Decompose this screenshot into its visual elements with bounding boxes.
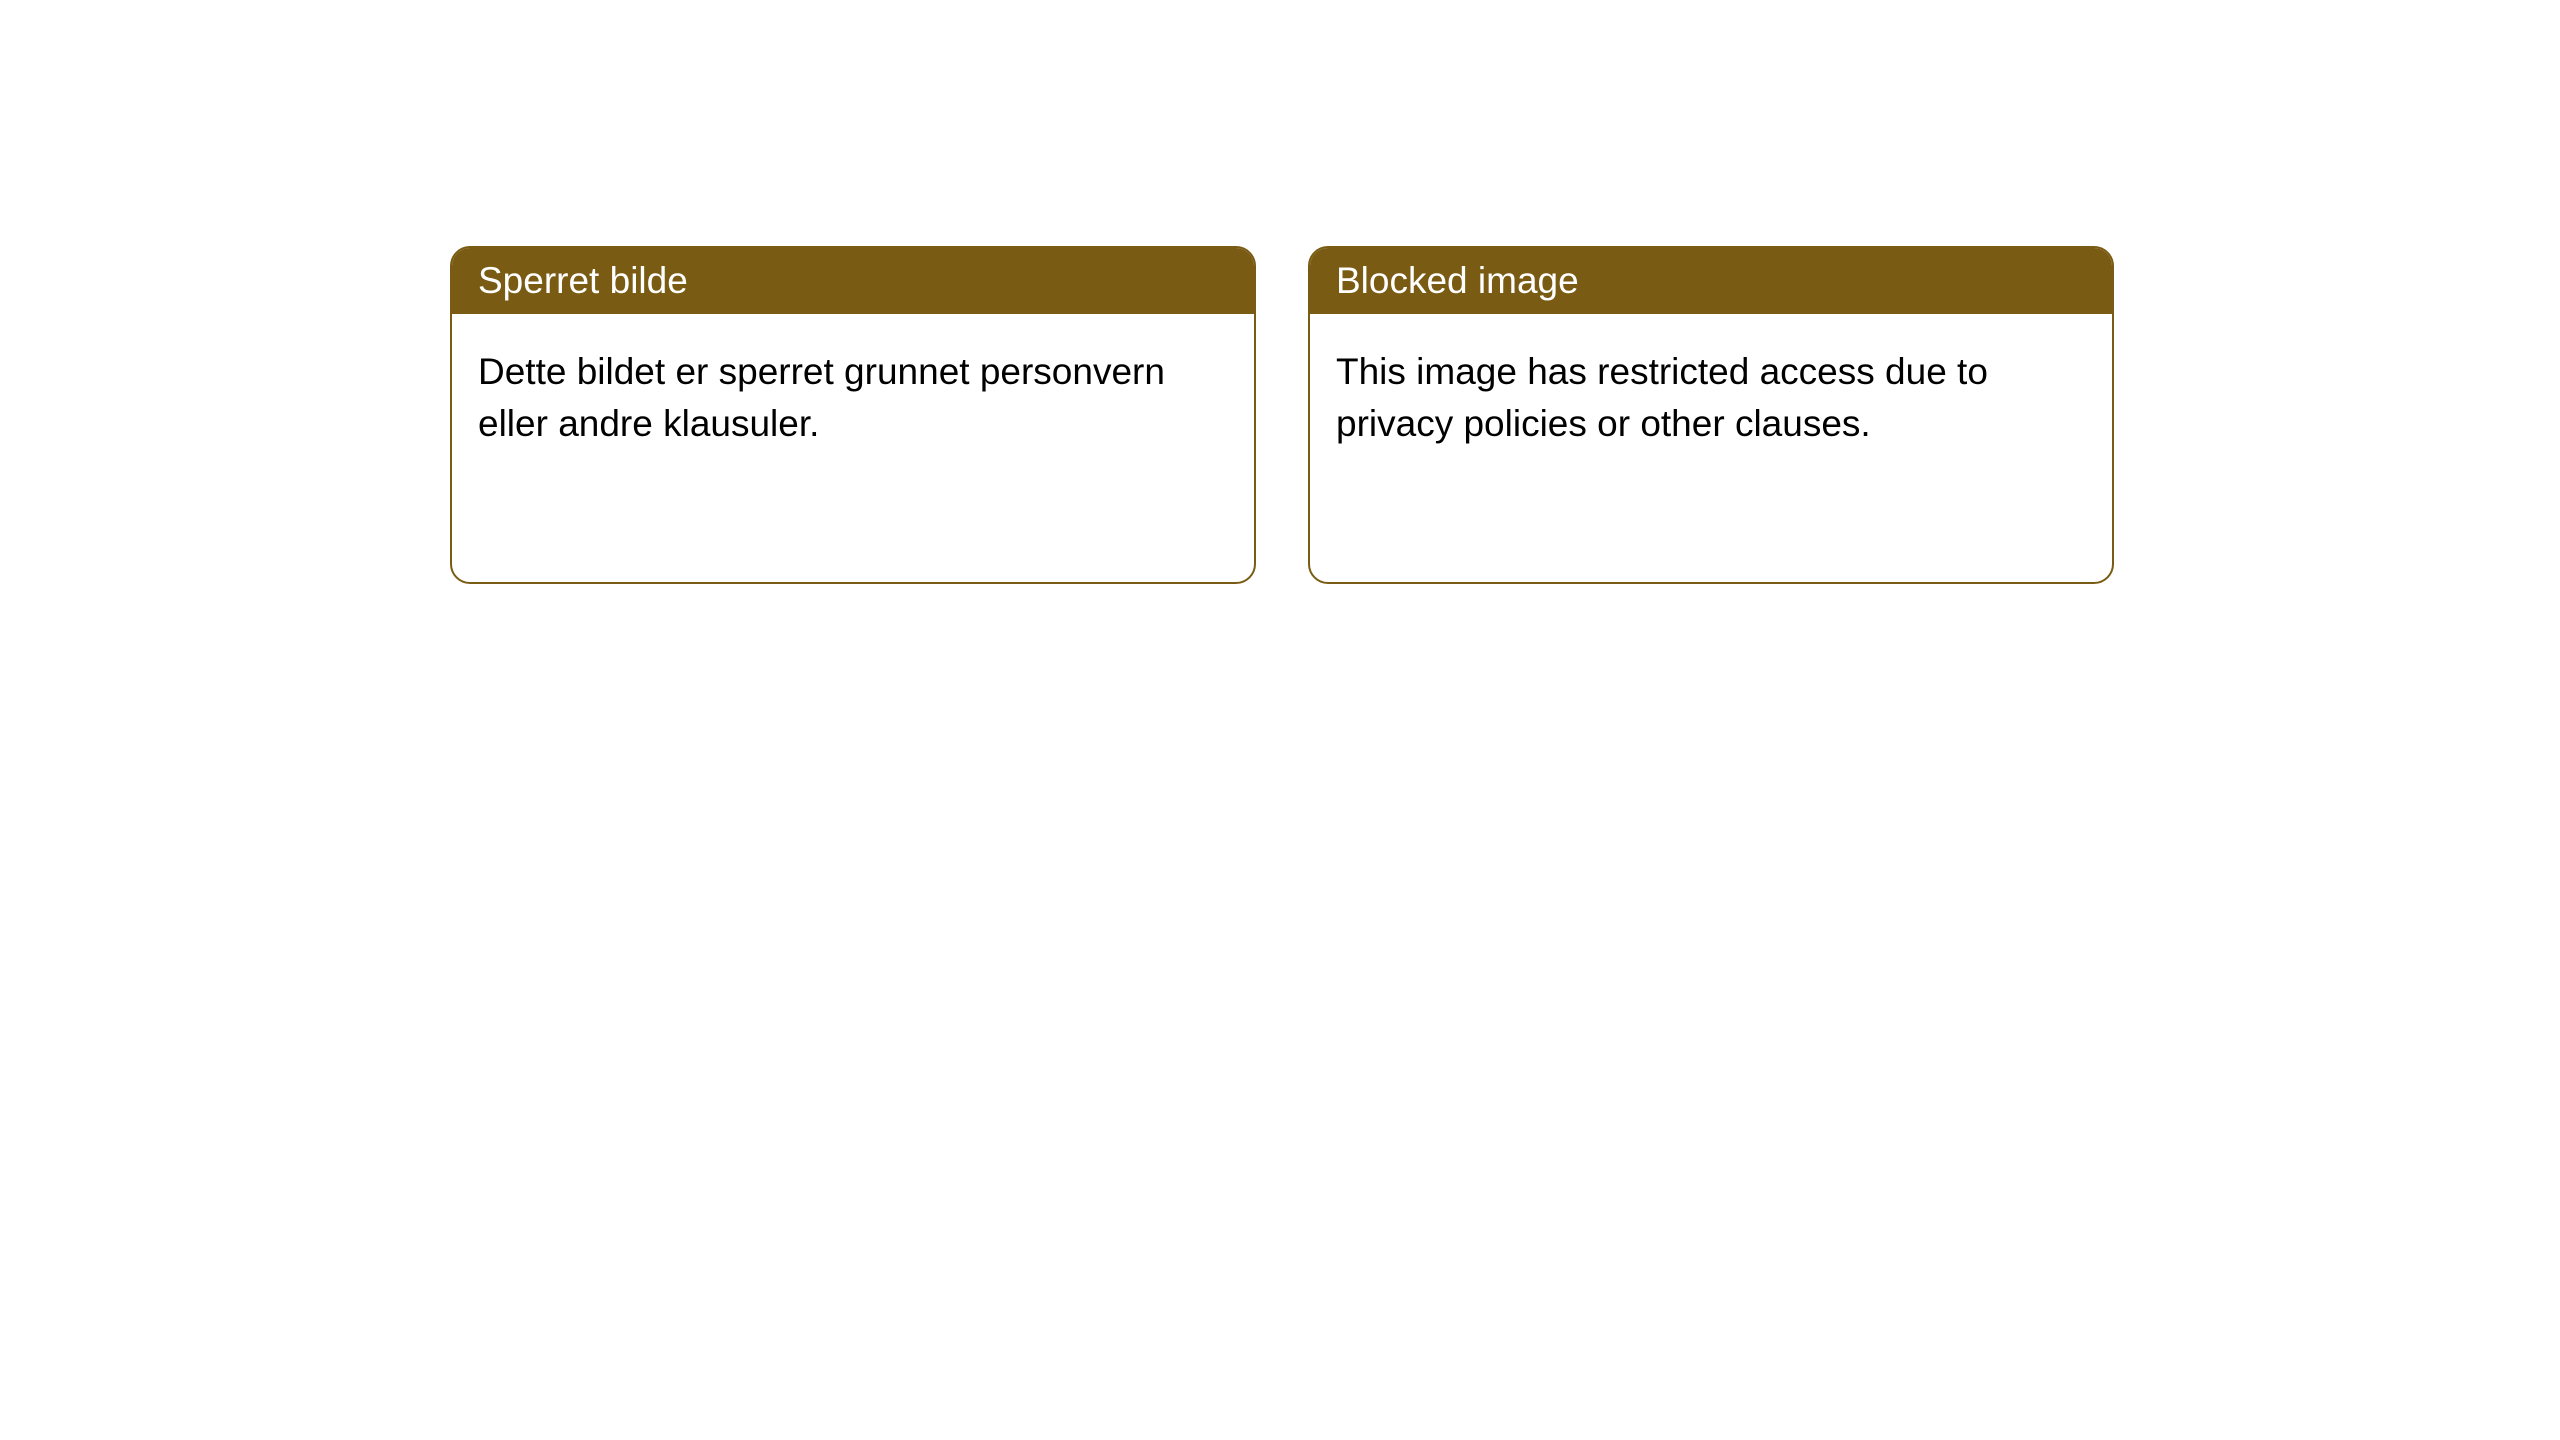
card-body: This image has restricted access due to …	[1310, 314, 2112, 482]
notice-container: Sperret bilde Dette bildet er sperret gr…	[450, 246, 2114, 584]
card-title: Blocked image	[1310, 248, 2112, 314]
card-title: Sperret bilde	[452, 248, 1254, 314]
card-body: Dette bildet er sperret grunnet personve…	[452, 314, 1254, 482]
notice-card-english: Blocked image This image has restricted …	[1308, 246, 2114, 584]
notice-card-norwegian: Sperret bilde Dette bildet er sperret gr…	[450, 246, 1256, 584]
